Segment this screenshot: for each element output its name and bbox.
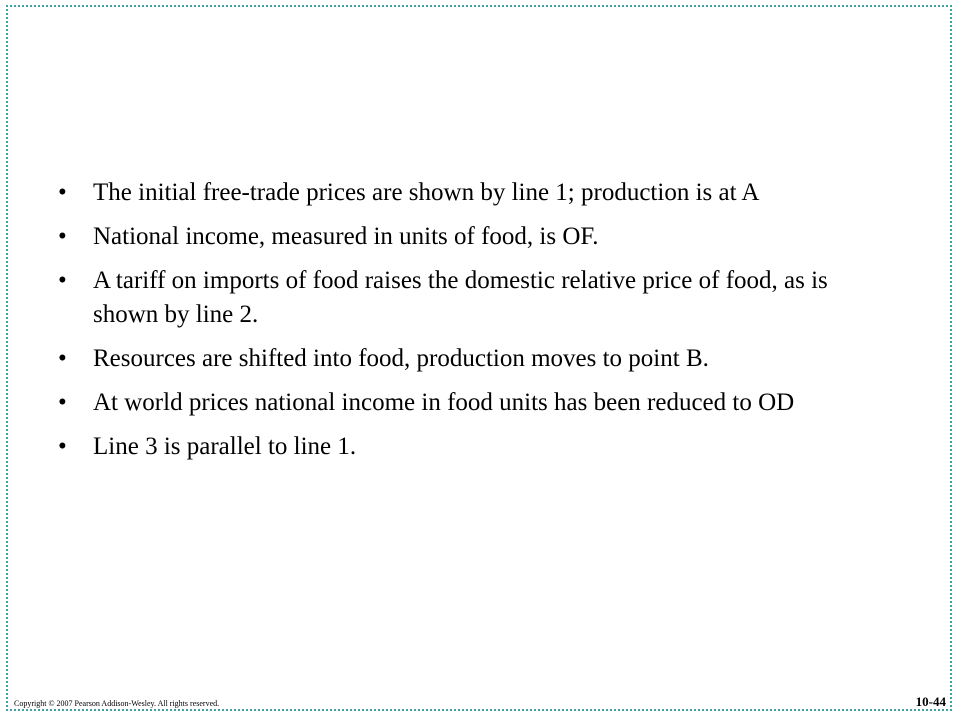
bullet-item: • Resources are shifted into food, produ… (58, 342, 898, 376)
bullet-icon: • (58, 267, 67, 294)
bullet-text: The initial free-trade prices are shown … (93, 179, 760, 206)
bullet-item: • The initial free-trade prices are show… (58, 176, 898, 210)
copyright-notice: Copyright © 2007 Pearson Addison-Wesley.… (14, 699, 220, 708)
bullet-list: • The initial free-trade prices are show… (58, 176, 898, 474)
slide-number: 10-44 (915, 694, 946, 709)
bullet-item: • National income, measured in units of … (58, 220, 898, 254)
bullet-icon: • (58, 433, 67, 460)
bullet-item: • A tariff on imports of food raises the… (58, 264, 898, 332)
bullet-icon: • (58, 389, 67, 416)
bullet-icon: • (58, 179, 67, 206)
bullet-text: Resources are shifted into food, product… (93, 345, 709, 372)
bullet-text: At world prices national income in food … (93, 389, 795, 416)
dotted-frame (6, 5, 952, 711)
bullet-icon: • (58, 223, 67, 250)
bullet-icon: • (58, 345, 67, 372)
bullet-text: Line 3 is parallel to line 1. (93, 433, 357, 460)
bullet-text: National income, measured in units of fo… (93, 223, 599, 250)
bullet-item: • Line 3 is parallel to line 1. (58, 430, 898, 464)
bullet-text: A tariff on imports of food raises the d… (93, 267, 828, 328)
bullet-item: • At world prices national income in foo… (58, 386, 898, 420)
